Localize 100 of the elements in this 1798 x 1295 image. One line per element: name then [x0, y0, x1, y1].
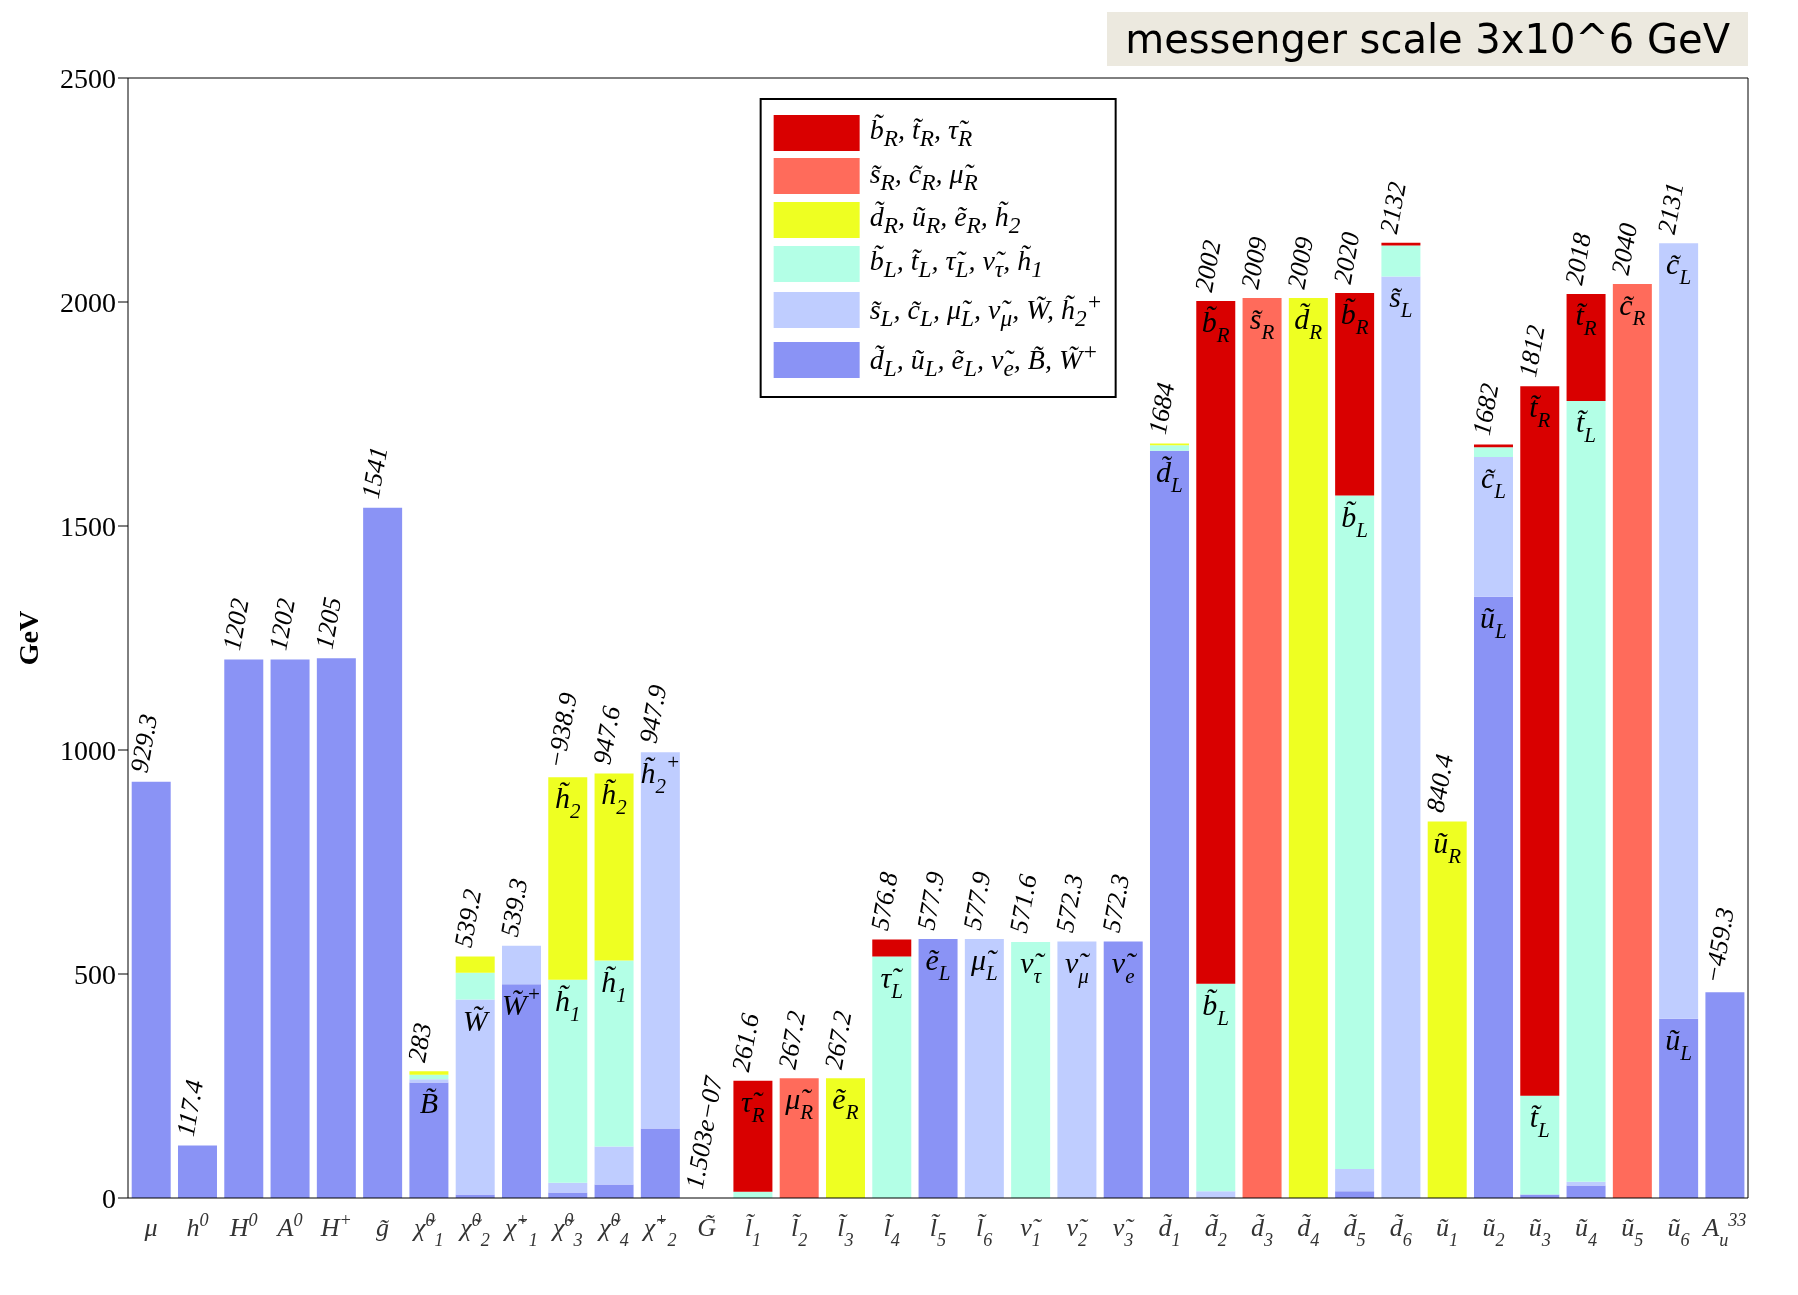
- annotation: s̃$_{L}$: [1389, 280, 1413, 323]
- bar: [316, 658, 356, 1198]
- annotation: τ̃$_{R}$: [741, 1084, 765, 1127]
- x-tick-label: l̃$_{4}$: [883, 1213, 900, 1250]
- text: 1684: [1142, 380, 1181, 437]
- bar: [1520, 1095, 1560, 1195]
- annotation: h̃$_{2}$: [601, 777, 628, 820]
- x-tick-label: ũ$_{2}$: [1482, 1213, 1505, 1250]
- x-tick-label: d̃$_{6}$: [1389, 1213, 1412, 1250]
- text: 2020: [1327, 229, 1366, 287]
- annotation: b̃$_{R}$: [1201, 304, 1230, 347]
- bar: [224, 659, 264, 1198]
- text: d̃$_{L}$, ũ$_{L}$, ẽ$_{L}$, ν̃$_{e}$, B̃, W̃$^{+}$: [869, 338, 1099, 382]
- bar: [594, 773, 634, 961]
- annotation: ũ$_{L}$: [1480, 600, 1507, 643]
- bar: [131, 781, 171, 1198]
- text: 2040: [1605, 220, 1644, 278]
- annotation: b̃$_{R}$: [1340, 296, 1369, 339]
- bar: [1011, 941, 1051, 1198]
- annotation: c̃$_{L}$: [1666, 247, 1692, 290]
- text: 2018: [1559, 230, 1597, 287]
- text: 1202: [263, 596, 301, 653]
- legend-label: s̃$_{R}$, c̃$_{R}$, μ̃$_{R}$: [869, 157, 978, 196]
- annotation: W̃$^{+}$: [501, 982, 542, 1022]
- bar: [1335, 293, 1375, 496]
- bar: [409, 1079, 449, 1083]
- x-tick-label: A$^{0}$: [275, 1210, 303, 1242]
- bar: [872, 956, 912, 1198]
- annotation: ν̃$_{e}$: [1111, 945, 1138, 988]
- legend-label: b̃$_{R}$, t̃$_{R}$, τ̃$_{R}$: [869, 114, 973, 152]
- text: 267.2: [772, 1008, 812, 1072]
- bar: [409, 1082, 449, 1198]
- annotation: μ̃$_{L}$: [969, 942, 998, 985]
- y-tick-label: 500: [74, 958, 116, 990]
- bar: [363, 507, 403, 1198]
- x-tick-label: ũ$_{6}$: [1667, 1213, 1690, 1250]
- text: 1541: [355, 444, 394, 501]
- annotation: t̃$_{R}$: [1529, 390, 1551, 433]
- bar: [1566, 1185, 1606, 1198]
- bar: [779, 1078, 819, 1198]
- bar: [409, 1071, 449, 1075]
- annotation: s̃$_{R}$: [1249, 301, 1275, 344]
- text: 1812: [1513, 323, 1551, 380]
- x-tick-label: d̃$_{1}$: [1158, 1213, 1181, 1250]
- annotation: ũ$_{L}$: [1665, 1022, 1692, 1065]
- bar: [1335, 1168, 1375, 1192]
- x-tick-label: H$^{+}$: [319, 1210, 352, 1242]
- annotation: W̃: [462, 1003, 491, 1037]
- text: −459.3: [1698, 905, 1740, 986]
- bar: [825, 1078, 865, 1198]
- bar: [733, 1080, 773, 1192]
- bar: [1149, 450, 1189, 1198]
- annotation: d̃$_{L}$: [1156, 454, 1183, 497]
- bar: [1057, 941, 1097, 1198]
- bar: [1659, 1018, 1699, 1198]
- text: 2132: [1374, 179, 1412, 236]
- x-tick-label: d̃$_{4}$: [1297, 1213, 1320, 1250]
- x-tick-label: l̃$_{5}$: [929, 1213, 947, 1250]
- x-tick-label: l̃$_{1}$: [744, 1213, 762, 1250]
- bar: [455, 956, 495, 973]
- x-tick-label: l̃$_{6}$: [976, 1213, 993, 1250]
- x-tick-label: d̃$_{2}$: [1204, 1213, 1227, 1250]
- text: 2131: [1651, 180, 1690, 237]
- text: 267.2: [818, 1008, 858, 1072]
- text: 947.6: [587, 703, 627, 767]
- bar: [1381, 276, 1421, 1198]
- x-tick-label: ν̃$_{3}$: [1112, 1213, 1136, 1250]
- x-tick-label: ũ$_{5}$: [1621, 1213, 1644, 1250]
- text: 577.9: [957, 869, 997, 933]
- annotation: ẽ$_{L}$: [925, 942, 951, 985]
- bar: [918, 939, 958, 1198]
- text: 539.2: [448, 886, 488, 950]
- bar: [177, 1145, 217, 1198]
- bar: [1196, 983, 1236, 1192]
- annotation: c̃$_{L}$: [1480, 460, 1506, 503]
- x-tick-label: H$^{0}$: [228, 1210, 258, 1242]
- bar: [548, 1182, 588, 1193]
- text: 283: [402, 1020, 438, 1065]
- text: 261.6: [726, 1011, 765, 1074]
- bar: [964, 939, 1004, 1198]
- annotation: μ̃$_{R}$: [784, 1082, 814, 1125]
- bar: [640, 752, 680, 1129]
- bar: [270, 659, 310, 1198]
- annotation: h̃$_{2}$: [554, 781, 581, 824]
- x-tick-label: l̃$_{2}$: [790, 1213, 808, 1250]
- text: 1682: [1466, 381, 1505, 438]
- annotation: b̃$_{L}$: [1202, 987, 1230, 1030]
- x-tick-label: ũ$_{4}$: [1574, 1213, 1598, 1250]
- x-tick-label: d̃$_{5}$: [1343, 1213, 1366, 1250]
- annotation: d̃$_{R}$: [1294, 301, 1323, 344]
- annotation: B̃: [419, 1086, 439, 1120]
- bar: [501, 945, 541, 985]
- text: 576.8: [865, 869, 904, 933]
- annotation: ν̃$_{τ}$: [1020, 945, 1046, 988]
- bar: [548, 777, 588, 980]
- x-tick-label: h$^{0}$: [186, 1210, 209, 1242]
- text: 572.3: [1096, 872, 1136, 935]
- bar: [1705, 992, 1745, 1198]
- annotation: τ̃$_{L}$: [880, 960, 904, 1003]
- text: 2009: [1235, 234, 1273, 292]
